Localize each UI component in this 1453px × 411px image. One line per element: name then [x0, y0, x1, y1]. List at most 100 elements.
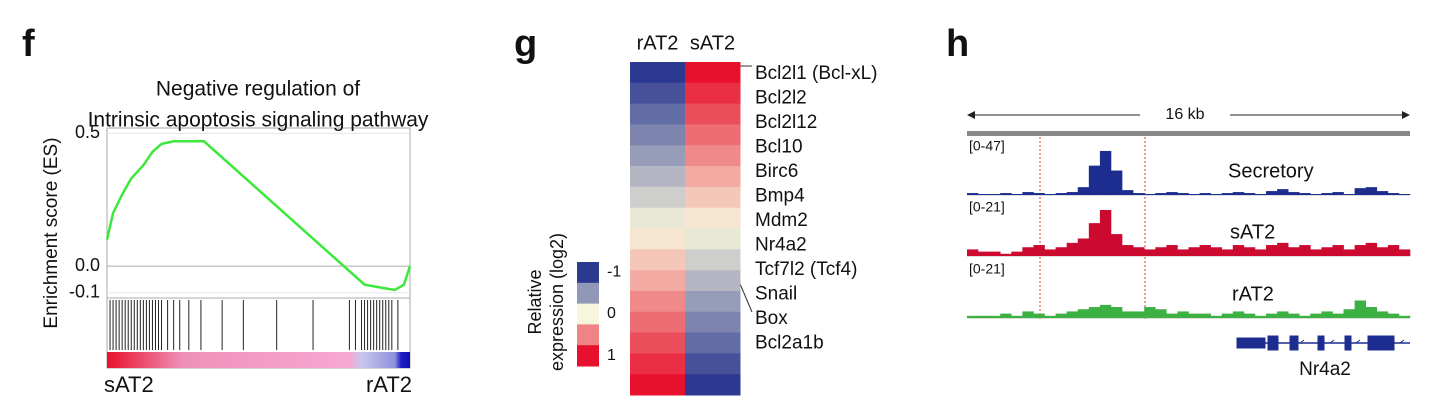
signal-bar [1321, 193, 1333, 195]
signal-bar [1243, 193, 1256, 195]
heat-cell [685, 270, 741, 292]
signal-bar [1398, 249, 1411, 256]
heat-cell [685, 145, 741, 167]
heat-cell [685, 228, 741, 250]
signal-bar [1044, 194, 1056, 195]
heat-cell [685, 166, 741, 188]
signal-bar [1387, 313, 1400, 318]
signal-bar [1177, 193, 1189, 195]
heat-cell [685, 82, 741, 105]
signal-bar [1088, 223, 1101, 256]
signal-bar [1077, 238, 1090, 256]
signal-bar [1188, 313, 1200, 318]
signal-bar [1011, 194, 1023, 195]
signal-bar [1166, 313, 1178, 318]
signal-bar [1299, 245, 1311, 256]
signal-bar [1110, 234, 1123, 256]
signal-bar [1299, 315, 1311, 318]
signal-bar [1055, 313, 1067, 318]
signal-bar [1354, 245, 1366, 256]
signal-bar [989, 194, 1001, 195]
signal-bar [1122, 190, 1134, 195]
signal-bar [1155, 309, 1167, 318]
signal-bar [1354, 300, 1366, 318]
signal-bar [1232, 311, 1245, 318]
gene-label: Nr4a2 [755, 235, 807, 256]
signal-bar [1055, 193, 1067, 195]
signal-bar [1133, 311, 1145, 318]
track-name: Secretory [1228, 160, 1314, 182]
heat-cell [630, 166, 686, 188]
signal-bar [1365, 307, 1378, 318]
colorbar-tick-label: 1 [607, 347, 616, 364]
track-name: sAT2 [1230, 221, 1275, 243]
colorbar-block [577, 345, 599, 367]
colorbar-block [577, 303, 599, 325]
signal-bar [1122, 245, 1134, 256]
signal-bar [1310, 249, 1322, 256]
signal-bar [1221, 313, 1234, 318]
gene-label: Tcf7l2 (Tcf4) [755, 259, 857, 280]
signal-bar [1066, 192, 1079, 195]
track-range: [0-21] [969, 199, 1005, 215]
signal-bar [1144, 307, 1156, 318]
signal-bar [1177, 249, 1189, 256]
signal-bar [1232, 192, 1245, 195]
signal-bar [1000, 253, 1012, 256]
signal-bar [1332, 245, 1344, 256]
signal-bar [1266, 191, 1278, 195]
signal-bar [1266, 245, 1278, 256]
signal-bar [1332, 192, 1344, 195]
heat-cell [630, 62, 686, 84]
signal-bar [1144, 194, 1156, 195]
signal-bar [978, 315, 990, 318]
track-range: [0-21] [969, 261, 1005, 277]
signal-bar [1022, 247, 1034, 256]
signal-bar [1376, 311, 1389, 318]
signal-bar [1243, 247, 1256, 256]
signal-bar [1133, 193, 1145, 195]
gene-label: Bcl10 [755, 137, 803, 158]
signal-bar [1243, 313, 1256, 318]
signal-bar [1000, 193, 1012, 195]
signal-bar [1044, 249, 1056, 256]
scale-label-bg [1140, 103, 1230, 127]
signal-bar [1365, 187, 1378, 195]
signal-bar [1177, 311, 1189, 318]
signal-bar [967, 193, 979, 195]
signal-bar [1254, 194, 1267, 195]
signal-bar [1099, 210, 1112, 256]
signal-bar [1011, 315, 1023, 318]
heat-cell [630, 249, 686, 271]
signal-bar [978, 194, 990, 195]
gene-label: Snail [755, 284, 797, 305]
signal-bar [1033, 193, 1045, 195]
colorbar-block [577, 282, 599, 305]
gene-label: Bcl2a1b [755, 333, 824, 354]
gene-label: Mdm2 [755, 210, 808, 231]
signal-bar [1011, 251, 1023, 256]
signal-bar [1254, 249, 1267, 256]
signal-bar [1088, 307, 1101, 318]
signal-bar [1210, 315, 1223, 318]
heat-cell [630, 124, 686, 146]
signal-bar [1221, 193, 1234, 195]
signal-bar [1365, 242, 1378, 256]
signal-bar [1144, 249, 1156, 256]
heat-cell [630, 82, 686, 105]
signal-bar [1288, 313, 1300, 318]
heat-cell [685, 124, 741, 146]
signal-bar [1343, 249, 1355, 256]
y-tick-label: -0.1 [69, 281, 100, 301]
signal-bar [1155, 247, 1167, 256]
gene-label: Bcl2l1 (Bcl-xL) [755, 63, 877, 84]
heat-cell [630, 290, 686, 313]
signal-bar [1343, 194, 1355, 195]
signal-bar [1254, 315, 1267, 318]
region-bar [967, 131, 1410, 136]
signal-bar [1110, 307, 1123, 318]
signal-bar [1398, 194, 1411, 195]
y-tick-label: 0.5 [75, 122, 100, 142]
signal-bar [1387, 245, 1400, 256]
signal-bar [1166, 245, 1178, 256]
